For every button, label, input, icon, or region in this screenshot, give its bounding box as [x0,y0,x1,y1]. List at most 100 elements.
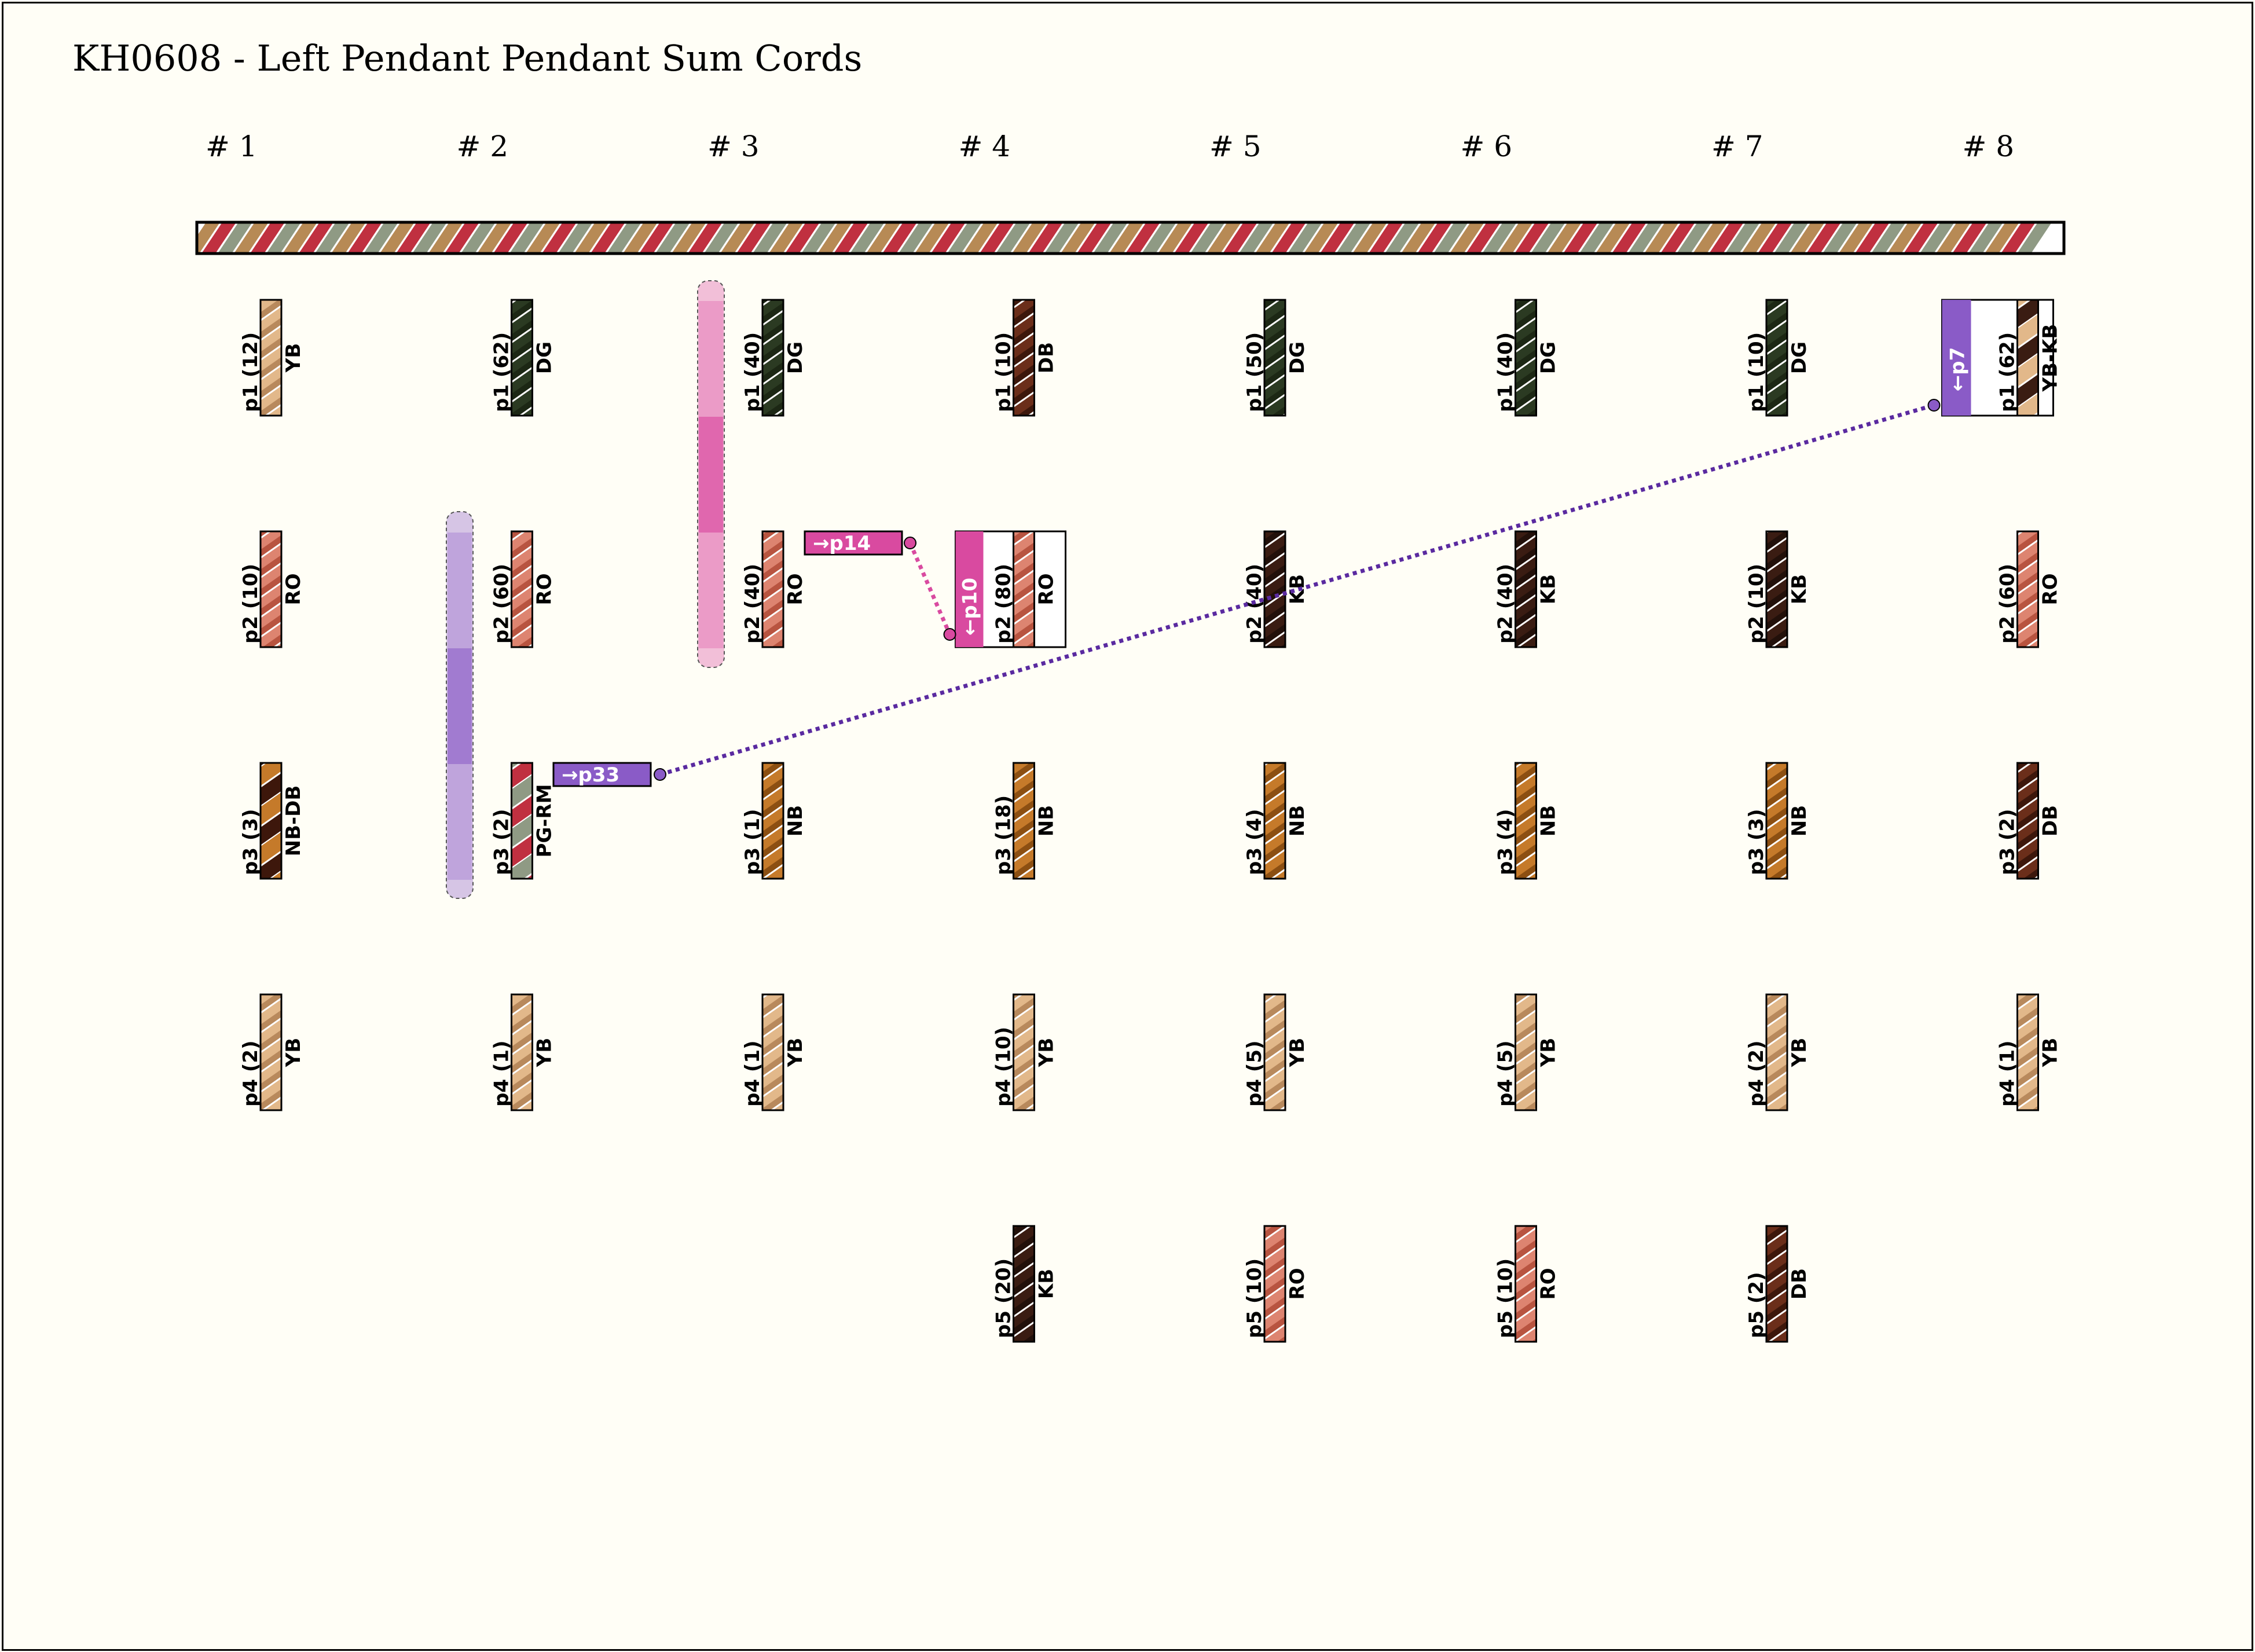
main-cord-stripe [1531,222,1565,254]
pendant-cord: p3 (3) NB-DB [239,762,305,880]
main-cord-stripe [720,222,755,254]
cord-label: p1 (50) [1243,332,1266,412]
cord-color-label: RO [282,573,305,605]
main-cord-stripe [639,222,674,254]
pendant-cord: p3 (2) PG-RM [490,762,556,880]
cord-swatch [1013,299,1035,417]
pendant-cord: p2 (40) RO [741,530,807,648]
main-cord-stripe [1628,222,1663,254]
cord-label: p5 (10) [1243,1258,1266,1338]
main-cord-stripe [866,222,901,254]
main-cord-stripe [1855,222,1890,254]
cord-swatch [1765,1225,1788,1343]
cord-color-label: NB [1286,805,1309,836]
main-cord-stripe [574,222,609,254]
cord-color-label: RO [2039,573,2062,605]
pendant-cord: p2 (10) KB [1745,530,1811,648]
cord-swatch [1013,762,1035,880]
main-cord-stripe [1061,222,1095,254]
cord-swatch [511,762,533,880]
pendant-cord: p1 (50) DG [1243,299,1309,417]
main-cord-stripe [283,222,317,254]
cord-swatch [2016,993,2039,1111]
cord-label: p1 (10) [1745,332,1768,412]
pendant-cord: p5 (10) RO [1243,1225,1309,1343]
main-cord-stripe [1369,222,1403,254]
cord-label: p2 (60) [490,564,514,644]
main-cord-stripe [380,222,415,254]
main-cord-stripe [1466,222,1501,254]
pendant-cord: p3 (4) NB [1494,762,1560,880]
cord-color-label: YB [282,1038,305,1068]
main-cord-stripe [1596,222,1630,254]
group-segment [699,417,723,533]
pendant-cord: p1 (62) DG [490,299,556,417]
cord-color-label: RO [784,573,807,605]
cord-label: p2 (40) [741,564,764,644]
cord-label: p1 (62) [490,332,514,412]
main-cord-stripe [607,222,641,254]
cord-label: p3 (4) [1494,809,1517,875]
sum-tag-from-p10: ←p10 [959,578,982,636]
main-cord-stripe [1401,222,1436,254]
main-cord-stripe [1433,222,1468,254]
pendant-cord: p5 (20) KB [992,1225,1058,1343]
main-cord-stripe [461,222,496,254]
sum-tag-from-p7: ←p7 [1946,347,1970,391]
column-header: # 1 [206,130,258,163]
main-cord-stripe [493,222,528,254]
cord-swatch [511,993,533,1111]
main-cord-stripe [1482,222,1517,254]
cord-label: p1 (62) [1996,332,2019,412]
cord-color-label: KB [1537,574,1560,604]
cord-color-label: NB [1788,805,1811,836]
main-cord-stripe [1093,222,1128,254]
cord-color-label: YB [784,1038,807,1068]
column-headers: # 1 # 2 # 3 # 4 # 5 # 6 # 7 # 8 [206,130,2014,163]
main-cord-stripe [915,222,949,254]
main-cord-stripe [201,222,236,254]
pendant-cord: p1 (10) DB [992,299,1058,417]
main-cord-stripe [1207,222,1241,254]
cord-swatch [1765,299,1788,417]
main-cord-stripe [1450,222,1484,254]
main-cord-clip [179,221,197,255]
main-cord-stripe [996,222,1031,254]
main-cord-stripe [1644,222,1679,254]
main-cord-clip [2064,221,2087,255]
cord-color-label: YB [1788,1038,1811,1068]
sum-links: ←p10 p2 (80) RO →p14 ←p7 p1 (62) YB-KB →p33 [552,299,2062,787]
main-cord-stripe [1109,222,1144,254]
main-cord-stripe [1352,222,1387,254]
main-cord-stripe [785,222,820,254]
main-cord-stripe [817,222,852,254]
main-cord-stripe [1709,222,1744,254]
main-cord-stripe [1904,222,1938,254]
pendant-cord: p4 (10) YB [992,993,1058,1111]
main-cord-stripe [315,222,350,254]
cord-swatch [1013,993,1035,1111]
cord-swatch [2016,299,2039,417]
pendant-cord: p5 (10) RO [1494,1225,1560,1343]
cord-swatch [2016,530,2039,648]
cord-color-label: DG [1537,342,1560,374]
cord-color-label: DB [2039,805,2062,836]
cord-swatch [1515,762,1537,880]
main-cord-stripe [1839,222,1873,254]
main-cord-stripe [526,222,560,254]
pendant-cord: p1 (10) DG [1745,299,1811,417]
main-cord-stripe [834,222,868,254]
pendant-cord: p5 (2) DB [1745,1225,1811,1343]
sum-cord-marker [1942,300,1971,416]
link-endpoint [654,768,666,781]
cord-swatch [259,530,283,648]
cord-color-label: RO [1537,1268,1560,1299]
cord-label: p4 (5) [1494,1040,1517,1107]
sum-group-p33 [446,511,474,899]
cord-swatch [1013,530,1035,648]
pendant-cord: p4 (1) YB [490,993,556,1111]
main-cord-stripe [1077,222,1112,254]
main-cord-stripe [882,222,917,254]
main-cord-stripe [1385,222,1420,254]
